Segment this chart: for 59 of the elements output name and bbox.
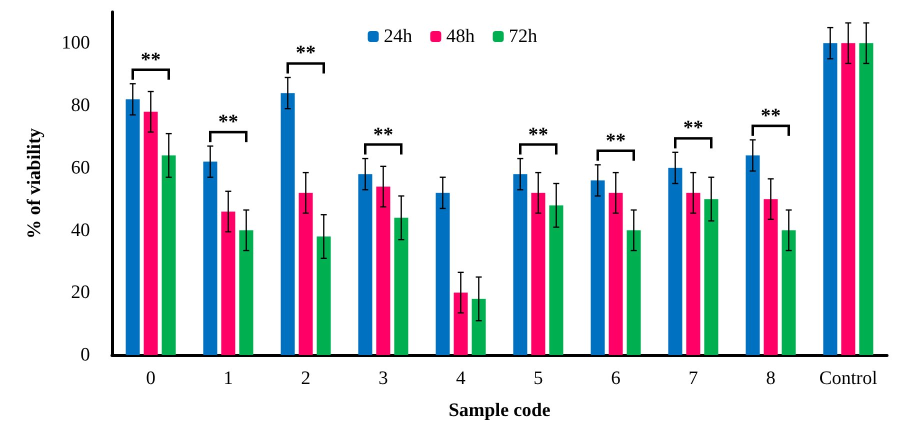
bar [316, 236, 331, 355]
x-tick-label: 0 [146, 368, 156, 389]
legend-label: 24h [384, 26, 413, 47]
x-tick-label: 7 [688, 368, 698, 389]
x-tick-label: 2 [301, 368, 310, 389]
y-tick-label: 20 [71, 282, 90, 304]
bar [162, 155, 176, 355]
bar [221, 212, 236, 355]
bar [203, 162, 218, 355]
legend-label: 72h [508, 26, 538, 47]
annotation: ** [760, 104, 781, 128]
bar [668, 168, 682, 355]
bar [376, 186, 390, 355]
bar [782, 230, 796, 355]
annotation: ** [683, 117, 704, 140]
x-tick-label: 3 [378, 368, 388, 389]
bar [472, 298, 486, 355]
annotation: ** [218, 111, 238, 134]
bar [590, 180, 605, 355]
bar [704, 199, 718, 355]
bar [549, 205, 564, 355]
bar [298, 192, 313, 355]
bar [126, 99, 140, 355]
annotation: ** [606, 130, 626, 153]
bar [239, 230, 254, 355]
x-tick-label: 4 [456, 368, 466, 389]
x-tick-label: 5 [534, 368, 543, 389]
x-tick-label: 8 [766, 368, 776, 389]
y-tick-label: 40 [71, 220, 90, 241]
y-tick-label: 0 [80, 344, 90, 366]
bar [394, 218, 408, 355]
bar [746, 155, 760, 355]
y-tick-label: 80 [71, 95, 90, 116]
bar [823, 43, 838, 355]
bar [764, 199, 778, 355]
y-axis-title: % of viability [24, 128, 45, 239]
x-tick-label: Control [819, 368, 878, 389]
bar [686, 192, 700, 355]
annotation: ** [373, 124, 394, 147]
annotation: ** [296, 42, 316, 66]
bar [513, 174, 528, 355]
x-tick-label: 6 [611, 368, 620, 389]
bar [280, 93, 295, 355]
bar [626, 230, 641, 355]
x-axis-title: Sample code [448, 400, 550, 421]
bar [859, 43, 874, 355]
annotation: ** [140, 48, 161, 72]
bar [531, 192, 546, 355]
bar [358, 174, 372, 355]
bar [608, 192, 623, 355]
legend-label: 48h [446, 26, 476, 47]
x-tick-label: 1 [224, 368, 233, 389]
bar [144, 112, 158, 355]
y-tick-label: 100 [62, 32, 90, 54]
bar [454, 292, 468, 355]
bar [436, 192, 450, 355]
bar [841, 43, 856, 355]
annotation: ** [528, 124, 548, 147]
y-tick-label: 60 [71, 157, 90, 178]
